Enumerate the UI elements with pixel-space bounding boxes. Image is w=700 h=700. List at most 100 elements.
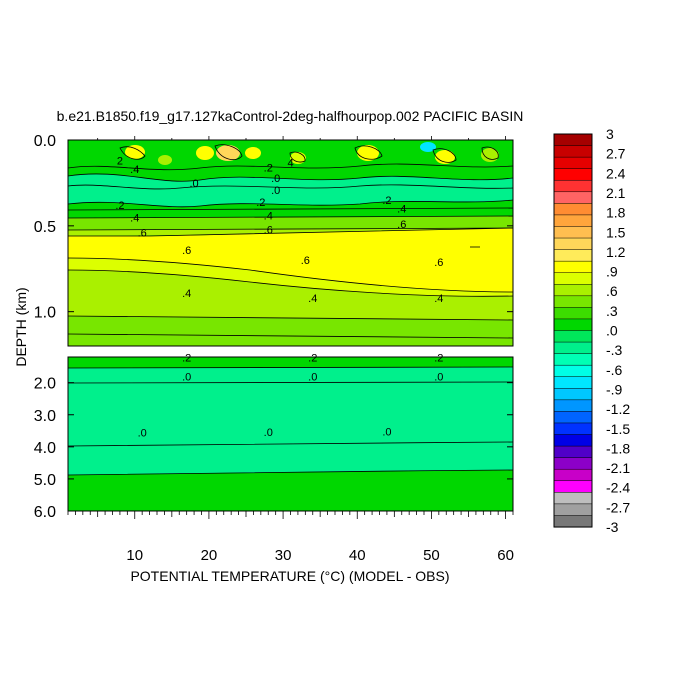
colorbar-swatch bbox=[553, 480, 593, 493]
x-axis-title: POTENTIAL TEMPERATURE (°C) (MODEL - OBS) bbox=[130, 568, 449, 584]
contour-label: .2 bbox=[182, 353, 191, 365]
upper-contour-lines bbox=[68, 144, 513, 339]
colorbar-swatch bbox=[553, 191, 593, 204]
band-lightgreen bbox=[68, 216, 513, 230]
colorbar-label: 2.7 bbox=[606, 146, 626, 162]
surface-anomaly bbox=[420, 142, 436, 152]
colorbar-swatch bbox=[553, 318, 593, 332]
upper-panel bbox=[68, 140, 513, 346]
x-tick-label: 20 bbox=[201, 547, 218, 564]
contour-label: .2 bbox=[308, 353, 317, 365]
colorbar-swatch bbox=[553, 284, 593, 297]
colorbar-swatch bbox=[553, 330, 593, 343]
colorbar-label: -1.2 bbox=[606, 401, 630, 417]
colorbar-swatch bbox=[553, 376, 593, 389]
x-tick-label: 30 bbox=[275, 547, 292, 564]
contour-label: 4 bbox=[287, 157, 293, 169]
band-surface-green bbox=[68, 140, 513, 186]
colorbar: 3 2.7 2.4 2.1 1.8 1.5 1.2 .9 .6 .3 .0 -.3 -.6 -.9 -1.2… bbox=[553, 126, 630, 535]
contour-label: .6 bbox=[434, 257, 443, 269]
contour-label: .0 bbox=[138, 427, 147, 439]
colorbar-swatch bbox=[553, 515, 593, 528]
colorbar-label: -1.5 bbox=[606, 421, 630, 437]
colorbar-swatch bbox=[553, 492, 593, 505]
colorbar-swatch bbox=[553, 249, 593, 262]
contour-label: .0 bbox=[271, 185, 280, 197]
x-tick-label: 60 bbox=[497, 547, 514, 564]
colorbar-frame bbox=[553, 133, 593, 528]
contour-label: .0 bbox=[308, 372, 317, 384]
x-tick-label: 10 bbox=[126, 547, 143, 564]
contour-label: .4 bbox=[434, 293, 443, 305]
colorbar-swatch bbox=[553, 295, 593, 308]
contour-label: .4 bbox=[130, 212, 139, 224]
colorbar-swatch bbox=[553, 388, 593, 401]
contour-label: .0 bbox=[189, 178, 198, 190]
colorbar-label: 3 bbox=[606, 126, 614, 142]
x-axis: 10 20 30 40 50 60 bbox=[67, 136, 514, 564]
colorbar-swatch bbox=[553, 145, 593, 158]
colorbar-swatch bbox=[553, 156, 593, 170]
contour-label: .0 bbox=[382, 426, 391, 438]
contour-label: .6 bbox=[138, 228, 147, 240]
contour-label: .0 bbox=[271, 173, 280, 185]
colorbar-label: .3 bbox=[606, 303, 618, 319]
contour-label: 2 bbox=[117, 156, 123, 168]
contour-label: .2 bbox=[256, 197, 265, 209]
contour-label: .2 bbox=[382, 195, 391, 207]
y-tick-label: 5.0 bbox=[34, 472, 56, 489]
chart-title: b.e21.B1850.f19_g17.127kaControl-2deg-ha… bbox=[57, 108, 524, 124]
colorbar-swatch bbox=[553, 468, 593, 482]
x-tick-label: 40 bbox=[349, 547, 366, 564]
colorbar-swatch bbox=[553, 422, 593, 436]
band-yellow-core bbox=[68, 228, 513, 292]
lower-contour-lines bbox=[68, 366, 513, 476]
contour-label: .4 bbox=[182, 288, 191, 300]
colorbar-swatch bbox=[553, 364, 593, 378]
colorbar-label: -.3 bbox=[606, 342, 623, 358]
lower-band-bottom bbox=[68, 470, 513, 511]
contour-label: .4 bbox=[397, 204, 406, 216]
contour-label: .4 bbox=[308, 293, 317, 305]
contour-label: .6 bbox=[182, 245, 191, 257]
colorbar-swatch bbox=[553, 214, 593, 228]
colorbar-swatch bbox=[553, 168, 593, 181]
band-cyan-subsurface bbox=[68, 173, 513, 207]
contour-label: .6 bbox=[397, 219, 406, 231]
band-yellowgreen-lower bbox=[68, 258, 513, 297]
colorbar-label: 1.8 bbox=[606, 205, 626, 221]
y-tick-label: 0.0 bbox=[34, 133, 56, 150]
y-tick-label: 6.0 bbox=[34, 504, 56, 521]
y-axis-upper: 0.0 0.5 1.0 bbox=[34, 133, 513, 322]
colorbar-label: -2.4 bbox=[606, 480, 630, 496]
colorbar-swatch bbox=[553, 179, 593, 193]
y-tick-label: 4.0 bbox=[34, 440, 56, 457]
colorbar-swatch bbox=[553, 133, 593, 147]
band-green-deep bbox=[68, 316, 513, 346]
colorbar-swatch bbox=[553, 237, 593, 251]
y-tick-label: 3.0 bbox=[34, 408, 56, 425]
colorbar-swatch bbox=[553, 353, 593, 366]
colorbar-label: 2.1 bbox=[606, 185, 626, 201]
colorbar-label: -2.7 bbox=[606, 499, 630, 515]
surface-anomaly bbox=[245, 147, 261, 159]
lower-band-top bbox=[68, 357, 513, 368]
colorbar-label: -2.1 bbox=[606, 460, 630, 476]
contour-labels: 2.4.0.0.2 4.0.2.4.2.4.2.4.6.6.6.6.6.6.4.4… bbox=[115, 156, 443, 440]
colorbar-swatch bbox=[553, 411, 593, 424]
surface-anomaly bbox=[216, 145, 240, 161]
colorbar-swatch bbox=[553, 272, 593, 285]
contour-label: .4 bbox=[264, 211, 273, 223]
band-lightgreen-lower bbox=[68, 270, 513, 320]
colorbar-label: 1.5 bbox=[606, 224, 626, 240]
surface-anomaly bbox=[125, 145, 145, 159]
y-tick-label: 1.0 bbox=[34, 305, 56, 322]
contour-label: .4 bbox=[130, 164, 139, 176]
colorbar-label: .0 bbox=[606, 323, 618, 339]
colorbar-swatch bbox=[553, 445, 593, 459]
colorbar-label: -.9 bbox=[606, 381, 623, 397]
x-tick-label: 50 bbox=[423, 547, 440, 564]
colorbar-label: .9 bbox=[606, 264, 618, 280]
contour-label: .0 bbox=[434, 372, 443, 384]
